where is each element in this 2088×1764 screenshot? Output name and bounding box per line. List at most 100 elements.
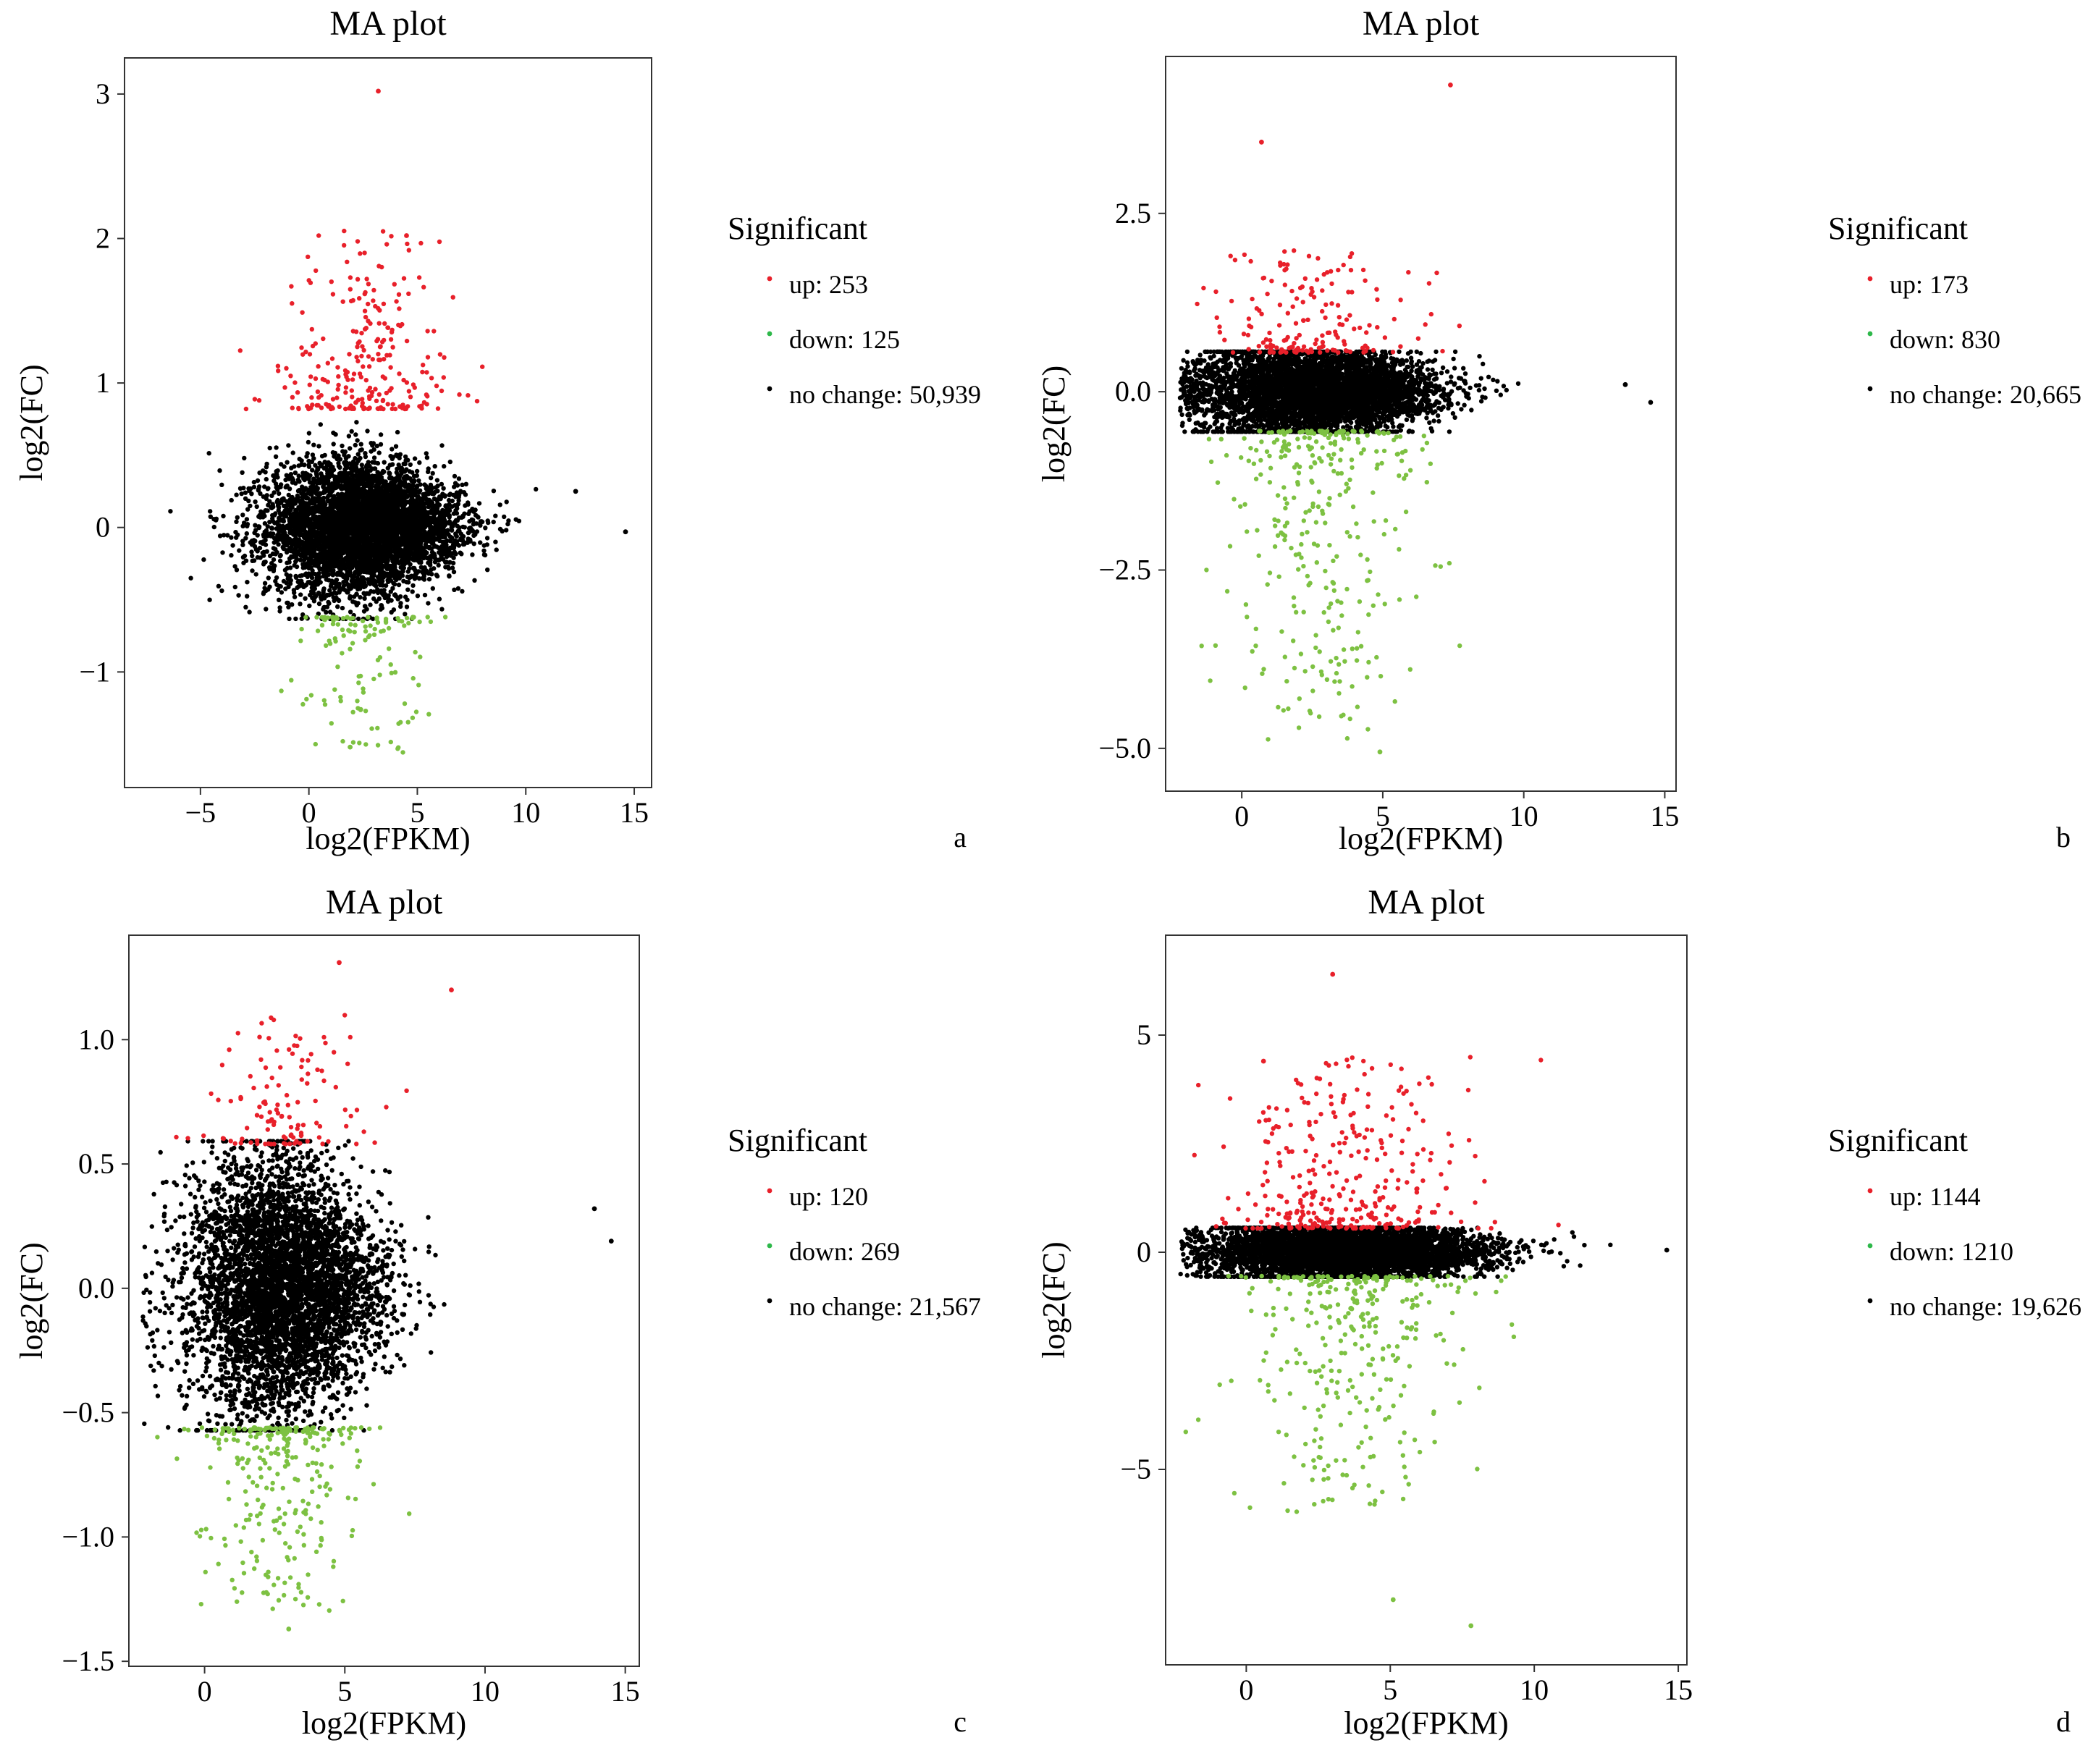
scatter-point [392, 581, 397, 587]
scatter-point [310, 530, 315, 536]
scatter-point [372, 466, 378, 471]
scatter-point [430, 470, 435, 476]
scatter-point [331, 519, 336, 524]
scatter-point [426, 469, 431, 474]
scatter-point [375, 575, 381, 580]
scatter-point [448, 539, 453, 544]
scatter-point [306, 474, 312, 479]
scatter-point [369, 449, 374, 454]
scatter-point [353, 432, 358, 437]
scatter-point [332, 500, 337, 505]
scatter-point [439, 534, 445, 539]
scatter-point [422, 565, 427, 570]
scatter-point [418, 554, 423, 560]
scatter-point [277, 491, 282, 497]
scatter-point [287, 616, 292, 622]
scatter-point [293, 573, 298, 579]
scatter-point [308, 507, 313, 512]
scatter-point [354, 461, 359, 466]
scatter-point [337, 509, 343, 515]
scatter-point [300, 612, 306, 617]
scatter-point [332, 531, 337, 536]
scatter-point [304, 502, 309, 507]
scatter-point [443, 543, 449, 549]
scatter-point [377, 476, 383, 481]
scatter-point [420, 575, 426, 581]
scatter-point [244, 531, 249, 536]
scatter-point [321, 546, 327, 552]
scatter-point [319, 527, 325, 532]
scatter-point [346, 454, 351, 459]
scatter-point [298, 557, 303, 562]
scatter-point [287, 512, 292, 517]
scatter-point [309, 459, 315, 464]
scatter-point [287, 524, 293, 529]
scatter-point [466, 500, 471, 505]
scatter-point [360, 520, 366, 526]
scatter-point [355, 560, 361, 565]
scatter-point [273, 578, 278, 584]
scatter-point [319, 542, 324, 548]
scatter-point [441, 539, 447, 544]
scatter-point [306, 439, 311, 445]
scatter-point [397, 494, 403, 500]
scatter-point [358, 442, 363, 447]
scatter-point [342, 502, 348, 507]
scatter-point [334, 485, 339, 490]
scatter-point [310, 560, 315, 566]
scatter-point [397, 452, 403, 457]
scatter-point [251, 484, 257, 490]
scatter-point [395, 429, 400, 435]
scatter-point [310, 468, 315, 473]
scatter-point [429, 567, 434, 573]
scatter-point [399, 531, 404, 536]
panel-a-title: MA plot [329, 4, 447, 43]
scatter-point [334, 515, 339, 520]
scatter-point [452, 484, 457, 489]
scatter-point [327, 609, 333, 615]
scatter-point [296, 463, 301, 468]
scatter-point [270, 502, 275, 507]
scatter-point [275, 468, 280, 473]
scatter-point [393, 558, 398, 563]
scatter-point [353, 478, 358, 484]
scatter-point [502, 514, 507, 520]
scatter-point [313, 572, 318, 577]
scatter-point [346, 584, 351, 589]
scatter-point [306, 431, 312, 436]
scatter-point [485, 567, 490, 573]
scatter-point [361, 537, 366, 543]
scatter-point [287, 536, 292, 542]
scatter-point [354, 420, 359, 425]
scatter-point [340, 536, 345, 541]
scatter-point [307, 603, 312, 609]
scatter-point [239, 491, 244, 497]
scatter-point [335, 604, 340, 609]
scatter-point [267, 499, 272, 504]
scatter-point [404, 493, 410, 499]
scatter-point [424, 455, 430, 460]
scatter-point [264, 549, 269, 554]
scatter-point [415, 594, 421, 599]
scatter-point [403, 594, 408, 599]
scatter-point [326, 478, 331, 484]
scatter-point [296, 578, 301, 584]
scatter-point [229, 497, 234, 503]
scatter-point [330, 450, 336, 455]
scatter-point [430, 502, 435, 507]
scatter-point [408, 574, 413, 579]
scatter-point [260, 510, 265, 515]
scatter-point [371, 502, 376, 507]
scatter-point [353, 515, 359, 520]
scatter-point [408, 476, 413, 481]
scatter-point [386, 596, 391, 601]
scatter-point [470, 552, 475, 557]
scatter-point [358, 554, 363, 559]
scatter-point [261, 591, 266, 596]
scatter-point [253, 499, 258, 505]
scatter-point [329, 507, 335, 512]
scatter-point [460, 588, 465, 594]
scatter-point [279, 590, 285, 595]
scatter-point [258, 540, 264, 545]
scatter-point [236, 593, 241, 598]
